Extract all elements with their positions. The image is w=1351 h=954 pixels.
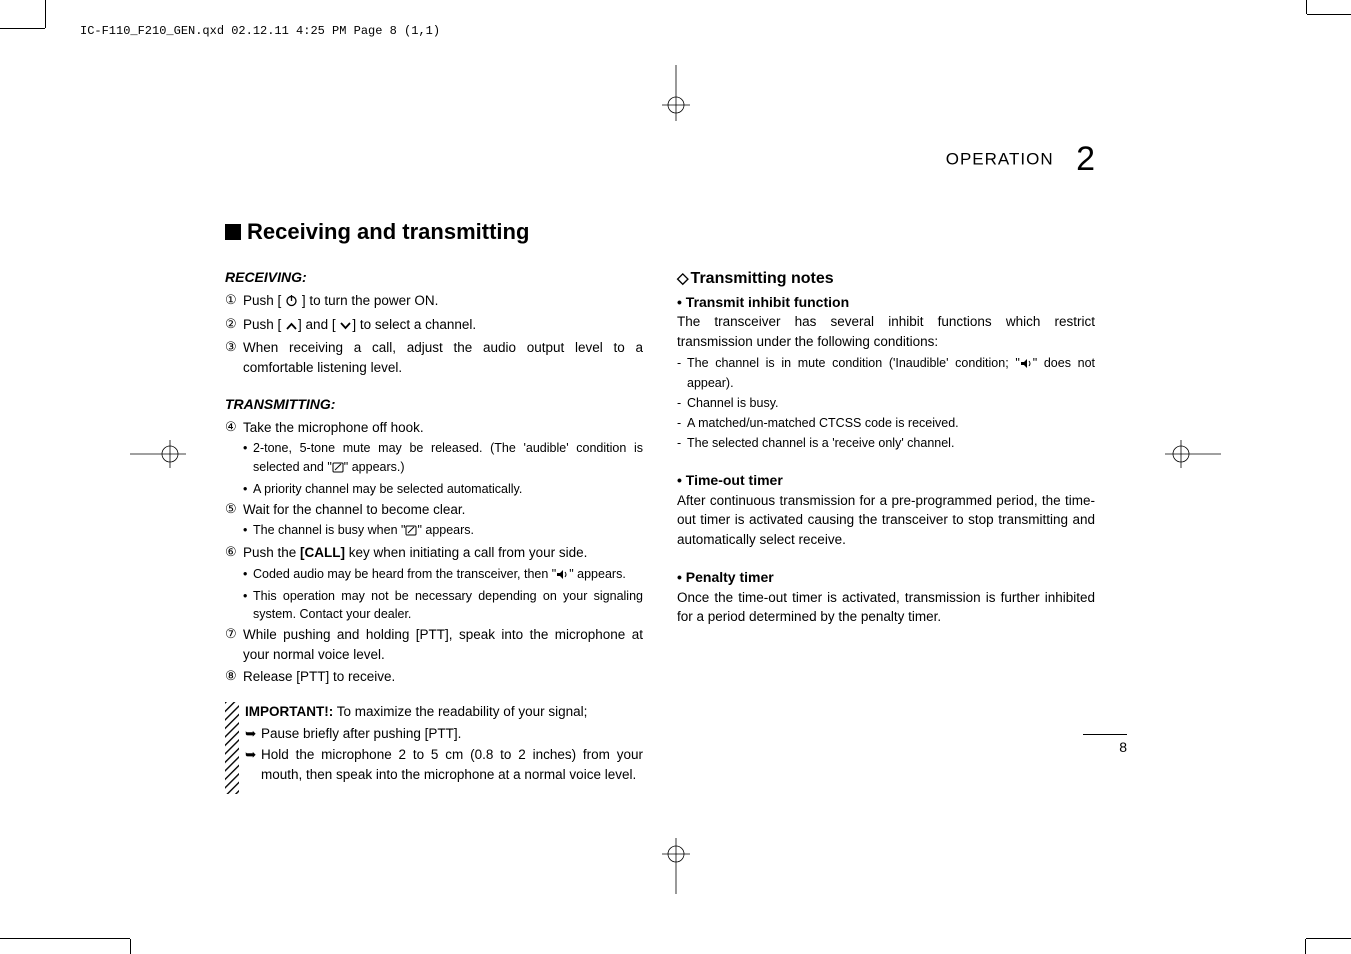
chapter-number: 2: [1076, 140, 1095, 178]
transmitting-head: TRANSMITTING:: [225, 394, 643, 414]
penalty-section: • Penalty timer Once the time-out timer …: [677, 567, 1095, 626]
diamond-icon: ◇: [677, 270, 689, 287]
step-number: ④: [225, 418, 243, 438]
bullet-head: • Penalty timer: [677, 567, 1095, 587]
bullet-head: • Transmit inhibit function: [677, 292, 1095, 312]
crop-mark: [45, 0, 46, 28]
section-title-text: Receiving and transmitting: [247, 219, 529, 244]
crop-mark: [0, 938, 130, 939]
important-content: IMPORTANT!: To maximize the readability …: [245, 702, 643, 800]
step-number: ⑧: [225, 667, 243, 687]
sub-bullet: • 2-tone, 5-tone mute may be released. (…: [243, 439, 643, 477]
chapter-label: OPERATION: [946, 150, 1054, 169]
page-number: 8: [1083, 734, 1127, 755]
down-icon: [339, 317, 352, 337]
step-number: ⑦: [225, 625, 243, 664]
important-note: IMPORTANT!: To maximize the readability …: [225, 702, 643, 800]
section-block-icon: [225, 224, 241, 240]
step-number: ③: [225, 338, 243, 377]
step-6: ⑥ Push the [CALL] key when initiating a …: [225, 543, 643, 563]
sub-bullet: • Coded audio may be heard from the tran…: [243, 565, 643, 585]
audio-icon: [1020, 356, 1033, 374]
arrow-icon: ➥: [245, 724, 261, 744]
crop-mark: [130, 939, 131, 954]
dash-item: -Channel is busy.: [677, 394, 1095, 412]
registration-mark-icon: [130, 440, 186, 468]
sub-bullet: • The channel is busy when "" appears.: [243, 521, 643, 541]
page-content: OPERATION 2 Receiving and transmitting R…: [225, 140, 1095, 800]
receiving-head: RECEIVING:: [225, 267, 643, 287]
step-7: ⑦ While pushing and holding [PTT], speak…: [225, 625, 643, 664]
step-3: ③ When receiving a call, adjust the audi…: [225, 338, 643, 377]
dash-item: -A matched/un-matched CTCSS code is rece…: [677, 414, 1095, 432]
dash-item: - The channel is in mute condition ('Ina…: [677, 354, 1095, 392]
step-text: Take the microphone off hook.: [243, 418, 643, 438]
crop-mark: [1305, 939, 1306, 954]
step-text: Push [ ] to turn the power ON.: [243, 291, 643, 313]
bullet-head: • Time-out timer: [677, 470, 1095, 490]
step-text: Release [PTT] to receive.: [243, 667, 643, 687]
step-1: ① Push [ ] to turn the power ON.: [225, 291, 643, 313]
step-number: ①: [225, 291, 243, 313]
sub-bullet: • A priority channel may be selected aut…: [243, 480, 643, 498]
step-2: ② Push [ ] and [ ] to select a channel.: [225, 315, 643, 337]
dash-item: -The selected channel is a 'receive only…: [677, 434, 1095, 452]
registration-mark-icon: [662, 838, 690, 894]
file-header: IC-F110_F210_GEN.qxd 02.12.11 4:25 PM Pa…: [80, 24, 440, 38]
transmitting-notes-title: ◇Transmitting notes: [677, 267, 1095, 290]
chapter-header: OPERATION 2: [225, 140, 1095, 179]
step-5: ⑤ Wait for the channel to become clear.: [225, 500, 643, 520]
step-number: ②: [225, 315, 243, 337]
step-text: While pushing and holding [PTT], speak i…: [243, 625, 643, 664]
step-number: ⑤: [225, 500, 243, 520]
up-icon: [285, 317, 298, 337]
registration-mark-icon: [1165, 440, 1221, 468]
step-text: Push [ ] and [ ] to select a channel.: [243, 315, 643, 337]
left-column: RECEIVING: ① Push [ ] to turn the power …: [225, 267, 643, 800]
crop-mark: [0, 28, 45, 29]
busy-box-icon: [405, 523, 417, 541]
arrow-item: ➥ Pause briefly after pushing [PTT].: [245, 724, 643, 744]
power-icon: [285, 293, 298, 313]
hatch-icon: [225, 702, 239, 800]
paragraph: After continuous transmission for a pre-…: [677, 491, 1095, 550]
registration-mark-icon: [662, 65, 690, 121]
paragraph: Once the time-out timer is activated, tr…: [677, 588, 1095, 627]
crop-mark: [1307, 14, 1351, 15]
crop-mark: [1306, 938, 1351, 939]
arrow-icon: ➥: [245, 745, 261, 784]
step-text: Push the [CALL] key when initiating a ca…: [243, 543, 643, 563]
timeout-section: • Time-out timer After continuous transm…: [677, 470, 1095, 549]
section-title: Receiving and transmitting: [225, 219, 1095, 245]
mute-box-icon: [332, 460, 344, 478]
sub-bullet: • This operation may not be necessary de…: [243, 587, 643, 623]
step-text: When receiving a call, adjust the audio …: [243, 338, 643, 377]
step-text: Wait for the channel to become clear.: [243, 500, 643, 520]
step-4: ④ Take the microphone off hook.: [225, 418, 643, 438]
step-8: ⑧ Release [PTT] to receive.: [225, 667, 643, 687]
right-column: ◇Transmitting notes • Transmit inhibit f…: [677, 267, 1095, 800]
columns: RECEIVING: ① Push [ ] to turn the power …: [225, 267, 1095, 800]
arrow-item: ➥ Hold the microphone 2 to 5 cm (0.8 to …: [245, 745, 643, 784]
step-number: ⑥: [225, 543, 243, 563]
audio-icon: [556, 567, 569, 585]
paragraph: The transceiver has several inhibit func…: [677, 312, 1095, 351]
crop-mark: [1306, 0, 1307, 14]
